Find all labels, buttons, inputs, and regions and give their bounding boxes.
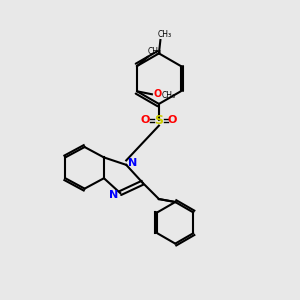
Text: CH₃: CH₃ [161,91,176,100]
Text: O: O [168,115,177,125]
Text: S: S [154,114,164,127]
Text: N: N [128,158,138,168]
Text: O: O [153,89,162,99]
Text: N: N [109,190,118,200]
Text: CH₃: CH₃ [148,47,162,56]
Text: O: O [141,115,150,125]
Text: CH₃: CH₃ [158,29,172,38]
